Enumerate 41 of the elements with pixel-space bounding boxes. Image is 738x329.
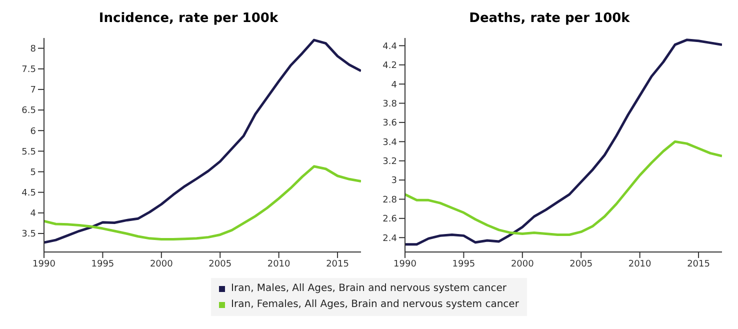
x-tick-label: 2010 bbox=[628, 259, 652, 270]
y-tick-label: 6.5 bbox=[22, 106, 36, 116]
y-tick-label: 8 bbox=[30, 44, 36, 54]
y-tick-label: 6 bbox=[30, 126, 36, 137]
legend-label: Iran, Males, All Ages, Brain and nervous system cancer bbox=[230, 282, 508, 296]
y-tick-label: 2.4 bbox=[382, 234, 398, 244]
x-tick-label: 2010 bbox=[267, 259, 291, 270]
line-series bbox=[405, 140, 722, 236]
y-tick-label: 2.8 bbox=[382, 195, 398, 206]
y-tick-label: 7.5 bbox=[22, 65, 36, 76]
chart-title: Incidence, rate per 100k bbox=[98, 10, 280, 28]
line-series bbox=[44, 165, 361, 240]
x-tick-label: 1990 bbox=[394, 259, 417, 270]
x-tick-label: 1990 bbox=[32, 259, 56, 270]
x-tick-label: 1995 bbox=[91, 259, 114, 270]
y-tick-label: 5 bbox=[30, 168, 36, 178]
line-series bbox=[44, 38, 361, 244]
legend-label: Iran, Females, All Ages, Brain and nervous system cancer bbox=[230, 298, 519, 312]
x-tick-label: 2000 bbox=[510, 259, 534, 270]
y-tick-label: 4 bbox=[391, 80, 398, 90]
y-tick-label: 4.5 bbox=[22, 188, 36, 199]
x-tick-label: 2015 bbox=[326, 259, 349, 270]
x-tick-label: 2015 bbox=[687, 259, 710, 270]
y-tick-label: 2.6 bbox=[382, 214, 398, 225]
chart-title: Deaths, rate per 100k bbox=[468, 10, 631, 28]
y-tick-label: 4.4 bbox=[382, 42, 398, 52]
line-series bbox=[405, 38, 722, 246]
y-tick-label: 3.6 bbox=[382, 118, 398, 129]
y-tick-label: 7 bbox=[30, 86, 36, 96]
x-tick-label: 1995 bbox=[452, 259, 476, 270]
y-tick-label: 3 bbox=[391, 176, 397, 186]
y-tick-label: 4 bbox=[30, 209, 36, 220]
x-tick-label: 2005 bbox=[570, 259, 593, 270]
y-tick-label: 3.5 bbox=[22, 230, 36, 240]
y-tick-label: 3.8 bbox=[382, 99, 398, 110]
x-tick-label: 2000 bbox=[150, 259, 174, 270]
y-tick-label: 3.2 bbox=[382, 157, 397, 168]
y-tick-label: 5.5 bbox=[22, 147, 36, 158]
y-tick-label: 3.4 bbox=[382, 138, 398, 148]
x-tick-label: 2005 bbox=[208, 259, 232, 270]
y-tick-label: 4.2 bbox=[382, 61, 397, 72]
